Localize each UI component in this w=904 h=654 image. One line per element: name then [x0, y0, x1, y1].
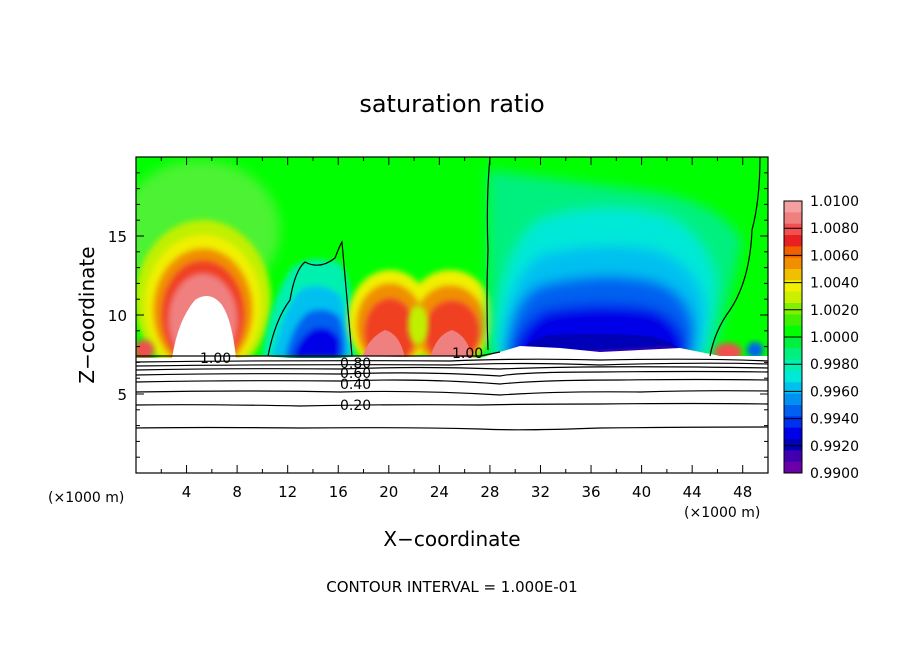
colorbar-swatch [784, 325, 802, 338]
colorbar-label: 0.9960 [810, 384, 859, 400]
contour-boundary-2 [486, 157, 491, 351]
colorbar-swatch [784, 359, 802, 372]
colorbar-swatch [784, 201, 802, 213]
x-axis: 4 8 12 16 20 24 28 32 36 40 44 48 [160, 157, 752, 501]
contour-1-00-left [136, 351, 501, 357]
x-tick-label: 24 [430, 483, 449, 501]
contour-label-0-40: 0.40 [340, 377, 371, 393]
warm-plume-2b-core [430, 330, 472, 358]
x-tick-label: 16 [329, 483, 348, 501]
surface-edge [136, 346, 768, 362]
x-tick-label: 36 [581, 483, 600, 501]
contour-0-80 [136, 366, 768, 371]
colorbar-label: 1.0000 [810, 330, 859, 346]
y-axis-label: Z−coordinate [75, 246, 99, 383]
warm-plume-1-core [172, 296, 236, 358]
x-tick-label: 48 [733, 483, 752, 501]
contour-label-1-00-right: 1.00 [452, 346, 483, 362]
contour-0-20 [136, 402, 768, 407]
contour-interval-note: CONTOUR INTERVAL = 1.000E-01 [326, 578, 577, 596]
colorbar-label: 1.0040 [810, 276, 859, 292]
x-tick-label: 12 [278, 483, 297, 501]
y-axis: 5 10 15 [108, 172, 768, 458]
colorbar-swatch [784, 303, 802, 315]
colorbar-swatch [784, 371, 802, 383]
colorbar-label: 0.9900 [810, 466, 859, 482]
contour-0-10 [136, 426, 768, 431]
colorbar-label: 1.0080 [810, 221, 859, 237]
contour-label-0-60: 0.60 [340, 366, 371, 382]
contour-boundary-3 [709, 157, 761, 357]
x-axis-label: X−coordinate [383, 527, 520, 551]
x-tick-label: 32 [531, 483, 550, 501]
contour-0-40 [136, 378, 768, 385]
colorbar-swatch [784, 291, 802, 304]
contour-upper-2 [136, 362, 768, 367]
x-unit-label-left: (×1000 m) [48, 490, 124, 506]
y-tick-label: 5 [117, 386, 127, 404]
warm-spot-left [136, 340, 154, 360]
x-tick-label: 40 [632, 483, 651, 501]
contour-0-60 [136, 370, 768, 377]
chart-title: saturation ratio [359, 90, 544, 118]
x-tick-label: 8 [232, 483, 242, 501]
warm-plume-gap [408, 305, 428, 345]
cool-spot-right [747, 342, 763, 358]
colorbar-swatch [784, 280, 802, 293]
contour-label-1-00-left: 1.00 [200, 351, 231, 367]
colorbar-swatch [784, 382, 802, 395]
x-tick-label: 20 [379, 483, 398, 501]
colorbar-swatch [784, 405, 802, 417]
x-tick-label: 4 [182, 483, 192, 501]
colorbar-swatch [784, 212, 802, 225]
warm-plume-2-core [362, 330, 405, 358]
colorbar-swatch [784, 348, 802, 361]
surface-band [136, 358, 768, 473]
colorbar-swatch [784, 439, 802, 451]
x-unit-label-right: (×1000 m) [684, 505, 760, 521]
cool-pocket-1 [262, 259, 356, 358]
y-tick-label: 10 [108, 307, 127, 325]
colorbar-label: 1.0100 [810, 194, 859, 210]
contour-0-30 [136, 390, 768, 396]
colorbar-label: 1.0060 [810, 248, 859, 264]
colorbar-swatch [784, 461, 802, 474]
colorbar-swatch [784, 427, 802, 440]
x-tick-label: 44 [683, 483, 702, 501]
colorbar-swatch [784, 450, 802, 463]
colorbar-swatch [784, 314, 802, 327]
colorbar-swatch [784, 246, 802, 259]
contour-lines [136, 157, 768, 431]
colorbar-label: 0.9920 [810, 439, 859, 455]
colorbar-label: 0.9940 [810, 412, 859, 428]
plot-area: 1.00 0.80 0.60 0.40 0.20 1.00 [136, 157, 768, 473]
x-tick-label: 28 [480, 483, 499, 501]
y-tick-label: 15 [108, 228, 127, 246]
colorbar: 1.0100 1.0080 1.0060 1.0040 1.0020 1.0000 0.99… [783, 194, 859, 482]
colorbar-swatch [784, 393, 802, 406]
contour-label-0-20: 0.20 [340, 398, 371, 414]
warm-plume-2 [348, 270, 494, 370]
contour-upper-1 [136, 358, 768, 363]
contour-label-0-80: 0.80 [340, 356, 371, 372]
colorbar-swatch [784, 337, 802, 349]
colorbar-swatch [784, 257, 802, 270]
contour-boundary-1 [267, 240, 353, 357]
colorbar-swatch [784, 235, 802, 247]
colorbar-swatch [784, 223, 802, 236]
colorbar-label: 0.9980 [810, 357, 859, 373]
colorbar-label: 1.0020 [810, 303, 859, 319]
colorbar-swatch [784, 416, 802, 429]
colorbar-swatch [784, 269, 802, 281]
contour-label-group: 1.00 0.80 0.60 0.40 0.20 1.00 [200, 346, 483, 414]
